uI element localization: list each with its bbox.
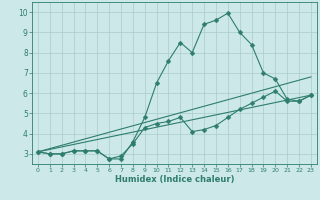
X-axis label: Humidex (Indice chaleur): Humidex (Indice chaleur)	[115, 175, 234, 184]
